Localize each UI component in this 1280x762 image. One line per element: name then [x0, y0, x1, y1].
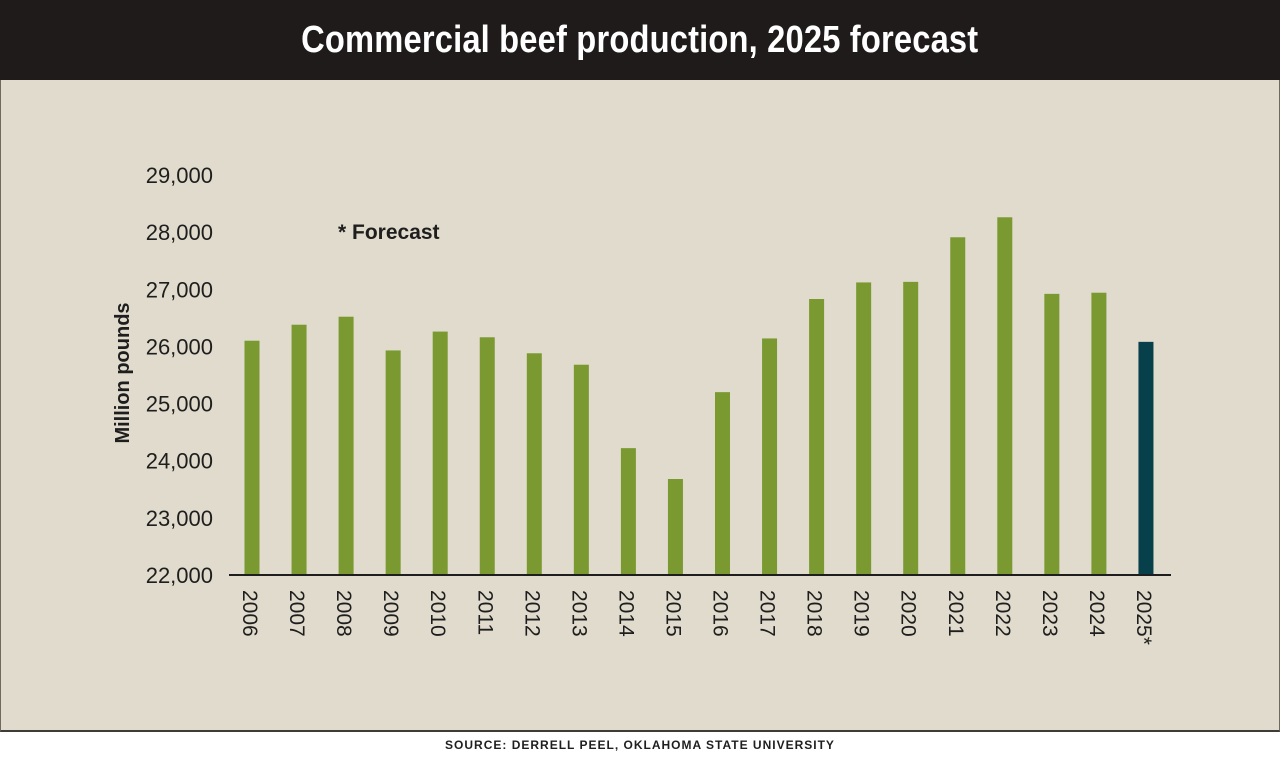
chart-panel: 22,000 23,000 24,000 25,000 26,000 27,000 28,0…: [0, 80, 1280, 732]
x-tick-label: 2015: [661, 590, 684, 637]
x-tick-label: 2006: [238, 590, 261, 637]
x-tick-label: 2022: [991, 590, 1014, 637]
y-tick-label: 29,000: [146, 163, 213, 188]
y-tick-label: 23,000: [146, 506, 213, 531]
bar: [997, 217, 1013, 576]
x-tick-label: 2016: [709, 590, 732, 637]
y-axis-ticks: 22,000 23,000 24,000 25,000 26,000 27,000 28,0…: [146, 163, 213, 588]
bar: [903, 281, 919, 575]
x-tick-label: 2012: [520, 590, 543, 637]
title-bar: Commercial beef production, 2025 forecas…: [0, 0, 1280, 80]
bar: [479, 337, 495, 575]
bar: [715, 392, 730, 575]
x-tick-label: 2024: [1085, 590, 1108, 637]
y-tick-label: 22,000: [146, 563, 213, 588]
bar: [809, 299, 825, 575]
source-note: SOURCE: DERRELL PEEL, OKLAHOMA STATE UNI…: [445, 738, 835, 752]
bar: [338, 316, 354, 575]
x-tick-label: 2025*: [1132, 590, 1155, 645]
x-tick-label: 2009: [379, 590, 402, 637]
y-tick-label: 24,000: [146, 449, 213, 474]
bar: [1044, 293, 1060, 575]
x-tick-label: 2014: [614, 590, 637, 637]
x-tick-label: 2017: [756, 590, 779, 637]
bar: [291, 324, 307, 575]
y-tick-label: 28,000: [146, 220, 213, 245]
x-tick-label: 2018: [803, 590, 826, 637]
x-tick-label: 2021: [944, 590, 967, 637]
y-axis-label: Million pounds: [112, 302, 134, 443]
x-tick-label: 2007: [285, 590, 308, 637]
y-tick-label: 27,000: [146, 277, 213, 302]
bar: [950, 237, 966, 576]
bar: [526, 353, 542, 575]
x-tick-label: 2023: [1038, 590, 1061, 637]
chart-title: Commercial beef production, 2025 forecas…: [301, 18, 979, 61]
bar: [244, 340, 260, 575]
x-tick-label: 2019: [850, 590, 873, 637]
x-axis-labels: 2006 2007 2008 2009 2010 2011 2012 2013 2014 2015…: [238, 590, 1155, 645]
bar: [385, 350, 401, 575]
forecast-bar: [1138, 341, 1154, 575]
y-tick-label: 25,000: [146, 392, 213, 417]
x-tick-label: 2020: [897, 590, 920, 637]
bar: [1091, 292, 1107, 575]
y-tick-label: 26,000: [146, 334, 213, 359]
bar: [762, 338, 778, 575]
x-tick-label: 2013: [567, 590, 590, 637]
x-tick-label: 2010: [426, 590, 449, 637]
bar: [620, 448, 636, 575]
x-tick-label: 2011: [473, 590, 496, 635]
forecast-annotation: * Forecast: [338, 221, 440, 244]
bar: [432, 331, 448, 575]
bars: [244, 217, 1154, 576]
bar: [667, 479, 683, 575]
bar: [573, 364, 589, 575]
bar-chart: 22,000 23,000 24,000 25,000 26,000 27,000 28,0…: [112, 163, 1171, 645]
x-tick-label: 2008: [332, 590, 355, 637]
bar: [856, 282, 872, 575]
